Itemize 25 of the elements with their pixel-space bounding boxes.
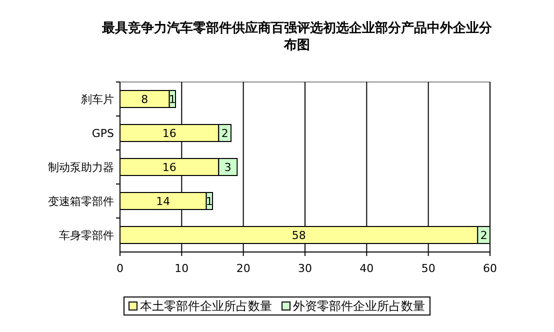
x-tick-label: 30 [298, 262, 312, 275]
data-label: 3 [224, 161, 232, 174]
x-tick-label: 60 [483, 262, 497, 275]
data-label: 16 [162, 127, 176, 140]
data-label: 2 [221, 127, 228, 140]
x-tick-label: 20 [236, 262, 250, 275]
data-label: 58 [292, 229, 306, 242]
data-label: 1 [206, 195, 213, 208]
x-tick-label: 40 [360, 262, 374, 275]
y-tick-label: 制动泵助力器 [48, 161, 114, 174]
x-tick-label: 50 [421, 262, 436, 275]
data-label: 2 [480, 229, 488, 242]
legend-label: 外资零部件企业所占数量 [293, 299, 425, 313]
x-tick-label: 10 [174, 262, 189, 275]
data-label: 14 [156, 195, 170, 208]
y-tick-label: GPS [92, 127, 114, 140]
chart-title: 最具竞争力汽车零部件供应商百强评选初选企业部分产品中外企业分布图 [101, 20, 493, 53]
data-label: 16 [162, 161, 176, 174]
y-tick-label: 车身零部件 [59, 229, 114, 242]
data-label: 1 [168, 93, 176, 106]
legend-label: 本土零部件企业所占数量 [140, 299, 272, 313]
x-tick-label: 0 [116, 262, 124, 275]
y-tick-label: 变速箱零部件 [48, 195, 114, 208]
y-tick-label: 刹车片 [81, 93, 114, 106]
data-label: 8 [141, 93, 148, 106]
